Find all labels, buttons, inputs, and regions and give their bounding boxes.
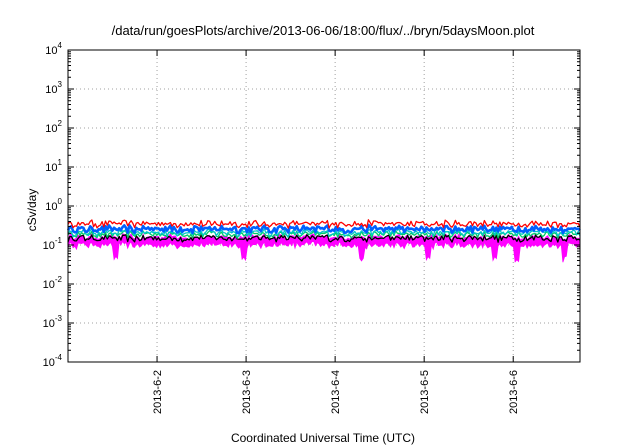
y-tick-label: 104 <box>45 41 62 57</box>
y-tick-label: 10-2 <box>43 275 63 291</box>
x-tick-label: 2013-6-5 <box>419 370 431 414</box>
x-axis-label: Coordinated Universal Time (UTC) <box>231 431 415 445</box>
plot-frame <box>67 49 581 363</box>
y-axis-label: cSv/day <box>25 189 39 232</box>
chart-title: /data/run/goesPlots/archive/2013-06-06/1… <box>112 23 535 38</box>
axis-layer: 10-4 10-3 10-2 10-1 100 101 102 103 104 2013-6-2 2… <box>43 41 580 414</box>
y-tick-label: 102 <box>45 119 62 135</box>
x-tick-label: 2013-6-2 <box>152 370 164 414</box>
y-tick-label: 101 <box>45 158 62 174</box>
series-layer <box>66 219 581 263</box>
y-tick-label: 100 <box>45 197 62 213</box>
y-tick-label: 10-1 <box>43 236 63 252</box>
series-line-1 <box>67 234 581 243</box>
y-tick-label: 103 <box>45 80 62 96</box>
grid-layer <box>68 50 580 362</box>
series-line-4 <box>66 223 581 235</box>
x-tick-label: 2013-6-4 <box>330 370 342 414</box>
series-line-3 <box>67 227 581 238</box>
y-tick-label: 10-4 <box>43 353 63 369</box>
x-tick-label: 2013-6-3 <box>241 370 253 414</box>
series-line-2 <box>67 229 581 239</box>
series-line-5 <box>67 219 581 229</box>
x-tick-label: 2013-6-6 <box>508 370 520 414</box>
y-tick-label: 10-3 <box>43 314 63 330</box>
